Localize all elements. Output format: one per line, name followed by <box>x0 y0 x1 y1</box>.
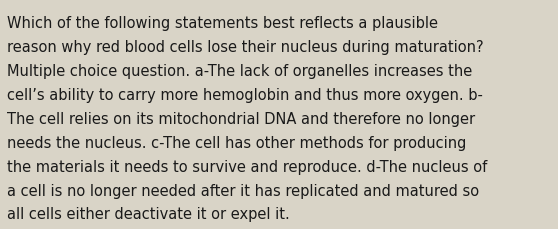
Text: The cell relies on its mitochondrial DNA and therefore no longer: The cell relies on its mitochondrial DNA… <box>7 111 475 126</box>
Text: the materials it needs to survive and reproduce. d-The nucleus of: the materials it needs to survive and re… <box>7 159 487 174</box>
Text: needs the nucleus. c-The cell has other methods for producing: needs the nucleus. c-The cell has other … <box>7 135 466 150</box>
Text: a cell is no longer needed after it has replicated and matured so: a cell is no longer needed after it has … <box>7 183 479 198</box>
Text: reason why red blood cells lose their nucleus during maturation?: reason why red blood cells lose their nu… <box>7 40 483 55</box>
Text: all cells either deactivate it or expel it.: all cells either deactivate it or expel … <box>7 207 290 221</box>
Text: Which of the following statements best reflects a plausible: Which of the following statements best r… <box>7 16 437 31</box>
Text: Multiple choice question. a-The lack of organelles increases the: Multiple choice question. a-The lack of … <box>7 64 472 79</box>
Text: cell’s ability to carry more hemoglobin and thus more oxygen. b-: cell’s ability to carry more hemoglobin … <box>7 87 483 102</box>
